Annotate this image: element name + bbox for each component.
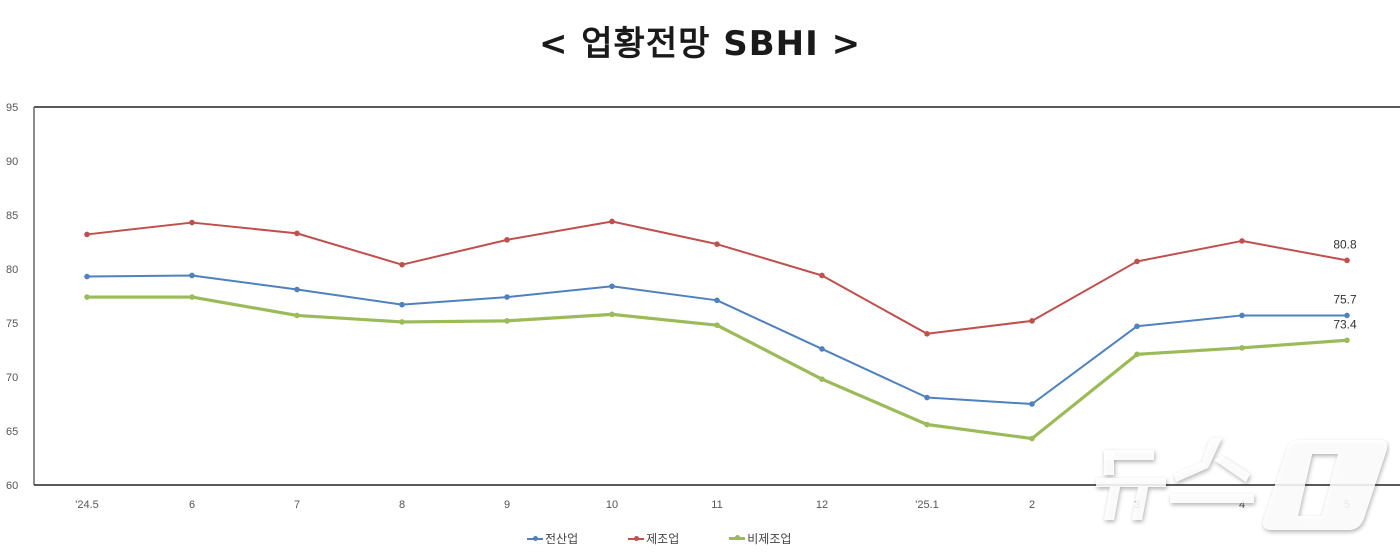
legend-line-marker-icon bbox=[729, 535, 746, 540]
legend-label: 전산업 bbox=[545, 532, 579, 546]
data-point-marker-icon bbox=[189, 272, 195, 279]
x-tick-label: 8 bbox=[399, 499, 405, 511]
data-point-marker-icon bbox=[924, 394, 930, 401]
data-point-marker-icon bbox=[294, 230, 300, 237]
series-lines bbox=[84, 218, 1350, 442]
axes: 60 65 70 75 80 85 90 95 '24.5 6 7 8 9 10 11 12 '25.1 2 3 4 5 bbox=[6, 102, 1400, 511]
data-point-marker-icon bbox=[714, 322, 720, 328]
series-line bbox=[87, 295, 1348, 441]
y-tick-label: 75 bbox=[6, 318, 18, 330]
data-point-marker-icon bbox=[1134, 351, 1140, 358]
x-tick-label: 4 bbox=[1239, 499, 1245, 511]
x-tick-label: '24.5 bbox=[75, 499, 99, 511]
data-point-marker-icon bbox=[609, 218, 615, 225]
data-point-marker-icon bbox=[504, 237, 510, 243]
legend-label: 제조업 bbox=[646, 532, 680, 546]
data-point-marker-icon bbox=[1344, 312, 1350, 319]
data-point-marker-icon bbox=[189, 219, 195, 226]
series-line bbox=[86, 220, 1348, 335]
data-point-marker-icon bbox=[189, 294, 195, 300]
y-tick-label: 85 bbox=[6, 210, 18, 222]
data-point-marker-icon bbox=[84, 294, 90, 300]
data-point-marker-icon bbox=[714, 297, 720, 304]
x-tick-label: 9 bbox=[504, 499, 510, 511]
data-point-marker-icon bbox=[819, 376, 825, 382]
data-point-marker-icon bbox=[1344, 257, 1350, 264]
data-point-marker-icon bbox=[399, 319, 405, 325]
x-tick-label: 11 bbox=[711, 499, 722, 511]
y-tick-label: 65 bbox=[6, 426, 18, 438]
chart-title: < 업황전망 SBHI > bbox=[538, 24, 862, 64]
x-tick-label: 10 bbox=[606, 499, 618, 511]
data-point-marker-icon bbox=[84, 231, 90, 238]
data-point-marker-icon bbox=[1134, 258, 1140, 265]
data-point-marker-icon bbox=[924, 421, 930, 428]
end-value-label: 80.8 bbox=[1333, 237, 1357, 251]
x-tick-label: 3 bbox=[1134, 499, 1140, 511]
data-point-marker-icon bbox=[1029, 435, 1035, 442]
data-point-marker-icon bbox=[294, 312, 300, 319]
data-point-marker-icon bbox=[399, 301, 405, 308]
y-tick-label: 80 bbox=[6, 264, 18, 276]
data-labels: 75.7 80.8 73.4 bbox=[1333, 237, 1357, 331]
data-point-marker-icon bbox=[1029, 401, 1035, 407]
data-point-marker-icon bbox=[294, 286, 300, 293]
y-tick-label: 60 bbox=[6, 480, 18, 492]
data-point-marker-icon bbox=[1029, 318, 1035, 324]
data-point-marker-icon bbox=[924, 331, 930, 337]
series-0 bbox=[84, 272, 1350, 407]
data-point-marker-icon bbox=[1134, 323, 1140, 330]
x-tick-label: 12 bbox=[816, 499, 828, 511]
y-tick-label: 90 bbox=[6, 156, 18, 168]
data-point-marker-icon bbox=[399, 261, 405, 268]
series-line bbox=[86, 274, 1347, 405]
series-2 bbox=[84, 294, 1350, 442]
data-point-marker-icon bbox=[1239, 238, 1245, 244]
legend-item-non-manufacturing: 비제조업 bbox=[729, 530, 791, 547]
chart-legend: 전산업 제조업 비제조업 bbox=[527, 530, 841, 547]
x-tick-label: 6 bbox=[189, 499, 195, 511]
x-tick-label: 2 bbox=[1029, 499, 1035, 511]
end-value-label: 75.7 bbox=[1333, 292, 1357, 306]
data-point-marker-icon bbox=[1239, 345, 1245, 351]
x-tick-label: 7 bbox=[294, 499, 300, 511]
legend-item-manufacturing: 제조업 bbox=[628, 530, 679, 547]
data-point-marker-icon bbox=[819, 346, 825, 352]
data-point-marker-icon bbox=[714, 241, 720, 247]
data-point-marker-icon bbox=[609, 311, 615, 318]
legend-label: 비제조업 bbox=[747, 532, 792, 546]
data-point-marker-icon bbox=[504, 318, 510, 324]
data-point-marker-icon bbox=[609, 283, 615, 290]
data-point-marker-icon bbox=[504, 294, 510, 300]
y-tick-label: 70 bbox=[6, 372, 18, 384]
data-point-marker-icon bbox=[819, 272, 825, 279]
data-point-marker-icon bbox=[1344, 337, 1350, 344]
legend-item-all-industries: 전산업 bbox=[527, 530, 578, 547]
x-tick-label: '25.1 bbox=[915, 499, 939, 511]
series-1 bbox=[84, 218, 1350, 337]
legend-line-marker-icon bbox=[527, 535, 543, 541]
y-tick-label: 95 bbox=[6, 102, 18, 114]
x-tick-label: 5 bbox=[1344, 499, 1350, 511]
legend-line-marker-icon bbox=[628, 535, 645, 541]
data-point-marker-icon bbox=[84, 273, 90, 280]
end-value-label: 73.4 bbox=[1333, 317, 1357, 331]
data-point-marker-icon bbox=[1239, 312, 1245, 319]
